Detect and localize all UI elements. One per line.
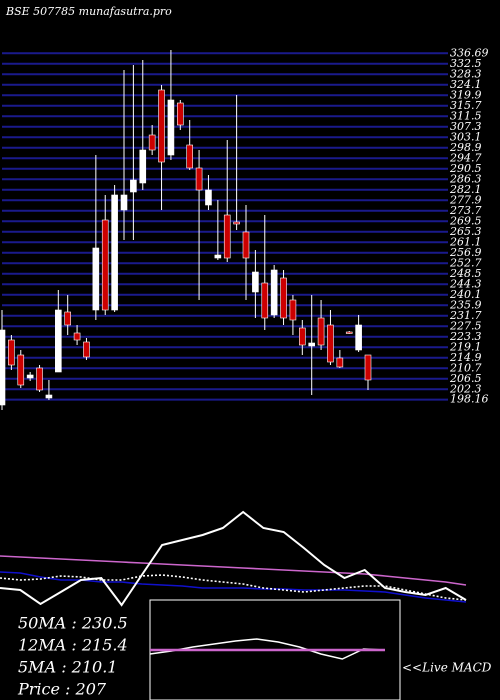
candle-body [289,299,297,321]
y-tick-label: 261.1 [449,235,482,248]
legend-entry: 50MA : 230.5 [18,614,128,633]
candle-body [130,179,137,193]
candle-body [0,329,6,406]
y-tick-label: 265.3 [449,225,482,238]
y-tick-label: 235.9 [449,298,482,311]
y-tick-label: 294.7 [449,151,482,164]
candle-body [345,331,353,334]
candle-body [36,367,43,391]
y-tick-label: 328.3 [450,67,482,80]
indicator-line [0,510,467,607]
indicator-line [0,555,467,586]
y-tick-label: 307.3 [450,120,482,133]
y-tick-label: 277.9 [449,193,482,206]
macd-line [149,638,386,660]
y-tick-label: 311.5 [450,109,482,122]
y-tick-label: 219.1 [449,340,482,353]
candle-body [355,324,362,351]
y-tick-label: 298.9 [449,141,482,154]
chart-title: BSE 507785 munafasutra.pro [5,5,172,18]
y-tick-label: 336.69 [450,46,489,59]
y-tick-label: 206.5 [449,372,482,385]
y-tick-label: 273.7 [449,204,482,217]
candle-body [167,99,175,156]
y-tick-label: 332.5 [450,57,482,70]
candle-body [148,134,156,151]
candle-body [252,271,259,293]
y-tick-label: 269.5 [449,214,482,227]
y-tick-label: 319.9 [450,88,482,101]
indicator-line [0,574,467,601]
candle-body [17,354,25,386]
candle-body [308,342,315,347]
candle-body [195,167,203,191]
y-tick-label: 324.1 [450,78,482,91]
candle-body [299,327,306,346]
candle-body [242,231,250,259]
candle-body [233,221,240,225]
candle-body [158,89,165,163]
y-tick-label: 223.3 [449,330,482,343]
candle-body [101,219,109,311]
candle-body [139,149,147,184]
macd-label: <<Live MACD [402,661,492,675]
candle-body [55,309,62,373]
y-tick-label: 256.9 [449,246,482,259]
candle-body [336,357,344,368]
candle-body [83,341,90,358]
candle-body [205,189,212,206]
y-tick-label: 252.7 [449,256,482,269]
candle-body [45,394,53,399]
y-tick-label: 303.1 [450,130,482,143]
candle-body [8,339,15,366]
y-tick-label: 244.3 [449,277,482,290]
candle-body [261,282,269,319]
y-tick-label: 210.7 [449,361,482,374]
candle-body [111,194,118,311]
candle-body [223,214,231,259]
candle-body [270,269,278,316]
legend-entry: Price : 207 [17,680,107,699]
y-tick-label: 198.16 [450,393,489,406]
candle-body [177,102,184,126]
y-tick-label: 282.1 [449,183,482,196]
candle-body [214,254,222,259]
candle-body [120,194,128,211]
candle-body [73,332,81,341]
indicator-line [0,571,467,603]
candle-body [26,374,34,379]
candle-body [280,277,287,319]
y-tick-label: 248.5 [449,267,482,280]
candle-body [317,317,325,346]
y-tick-label: 290.5 [449,162,482,175]
y-tick-label: 227.5 [449,319,482,332]
candle-body [186,144,193,169]
y-tick-label: 286.3 [449,172,482,185]
y-tick-label: 315.7 [450,99,482,112]
legend-entry: 5MA : 210.1 [18,658,117,677]
y-tick-label: 202.3 [449,382,482,395]
y-tick-label: 240.1 [449,288,482,301]
candle-body [364,354,372,381]
candle-body [92,247,100,311]
y-tick-label: 231.7 [449,309,482,322]
candle-body [327,324,334,363]
legend-entry: 12MA : 215.4 [18,636,128,655]
y-tick-label: 214.9 [449,351,482,364]
candle-body [64,311,71,326]
